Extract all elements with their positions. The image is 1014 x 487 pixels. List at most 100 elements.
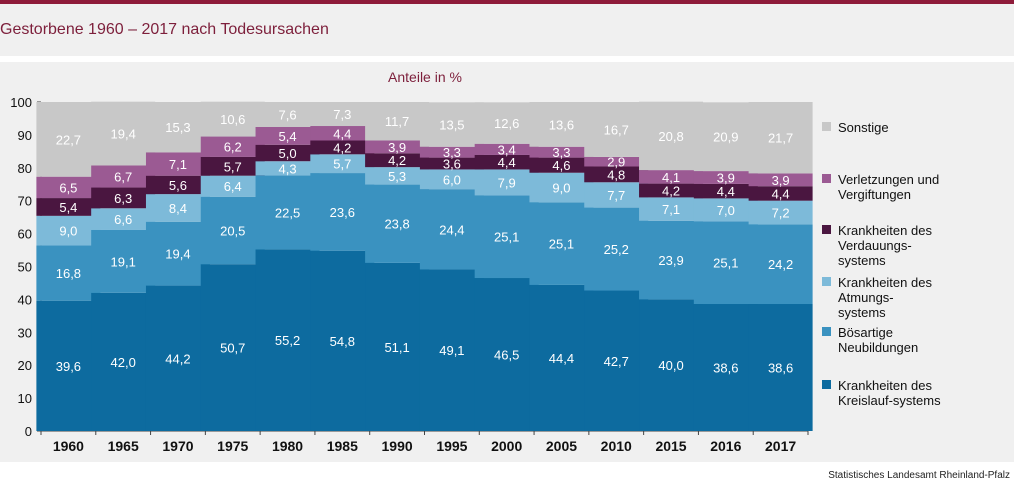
top-accent-line [0,0,1014,4]
separator [0,56,1014,62]
x-tick-label: 2016 [710,438,741,454]
bar-segment [200,136,265,157]
data-label: 3,4 [498,142,516,157]
data-label: 38,6 [713,361,738,376]
bar-segment [255,249,320,431]
data-label: 6,3 [114,191,132,206]
data-label: 24,2 [768,257,793,272]
legend-label: Atmungs- [838,290,894,305]
bar-segment [693,304,758,431]
bar-segment [419,146,484,158]
data-label: 22,5 [275,205,300,220]
bar-segment [365,262,430,431]
bar-segment [639,101,704,171]
legend-label: Verletzungen und [838,172,939,187]
data-label: 3,3 [443,145,461,160]
data-label: 2,9 [607,155,625,170]
bar-segment [91,292,156,431]
bar-segment [91,229,156,293]
data-label: 3,3 [552,145,570,160]
data-label: 19,4 [165,247,190,262]
bar-segment [748,200,813,225]
bar-segment [365,153,430,168]
y-tick-label: 0 [25,424,32,439]
x-tick-label: 1970 [162,438,193,454]
data-label: 4,6 [552,158,570,173]
data-label: 4,3 [278,161,296,176]
legend-swatch [822,380,831,389]
data-label: 21,7 [768,131,793,146]
data-label: 3,9 [388,140,406,155]
legend-label: Krankheiten des [838,378,932,393]
data-label: 10,6 [220,112,245,127]
bar-segment [693,198,758,222]
bar-segment [529,157,594,173]
bar-segment [200,175,265,197]
bar-segment [529,146,594,158]
x-tick-label: 1960 [53,438,84,454]
data-label: 19,1 [111,254,136,269]
data-label: 4,8 [607,167,625,182]
data-label: 15,3 [165,120,190,135]
data-label: 3,9 [717,171,735,186]
data-label: 7,0 [717,203,735,218]
data-label: 25,1 [549,237,574,252]
bar-segment [91,165,156,188]
bar-segment [748,102,813,174]
bar-segment [255,144,320,162]
x-tick-label: 1985 [327,438,358,454]
bar-segment [36,198,101,216]
bar-segment [255,175,320,250]
bar-segment [748,304,813,431]
bar-segment [200,196,265,265]
y-tick-label: 30 [18,325,32,340]
data-label: 11,7 [385,114,409,129]
bar-segment [639,299,704,431]
bar-segment [200,156,265,176]
bar-segment [693,102,758,172]
data-label: 4,4 [498,155,516,170]
data-label: 40,0 [658,358,683,373]
data-label: 44,2 [165,351,190,366]
data-label: 20,8 [658,129,683,144]
y-tick-label: 40 [18,292,32,307]
y-tick-label: 10 [18,391,32,406]
data-label: 23,9 [658,253,683,268]
data-label: 13,5 [439,118,464,133]
data-label: 51,1 [384,340,409,355]
data-label: 7,6 [278,108,296,123]
bar-segment [474,154,539,170]
bar-segment [310,173,375,251]
x-tick-label: 1965 [108,438,139,454]
bar-segment [365,140,430,154]
x-tick-label: 2005 [546,438,577,454]
data-label: 25,2 [604,242,629,257]
data-label: 7,9 [498,175,516,190]
bar-segment [310,102,375,127]
bar-segment [584,166,649,183]
data-label: 3,9 [772,173,790,188]
data-label: 7,3 [333,107,351,122]
bar-segment [365,102,430,141]
data-label: 22,7 [56,132,81,147]
data-label: 24,4 [439,222,464,237]
data-label: 46,5 [494,348,519,363]
data-label: 4,2 [388,153,406,168]
data-label: 7,7 [607,188,625,203]
legend-label: Verdauungs- [838,238,912,253]
bar-segment [145,152,210,176]
data-label: 4,2 [333,140,351,155]
bar-segment [419,102,484,147]
data-label: 5,0 [278,146,296,161]
legend-label: Vergiftungen [838,187,911,202]
bar-segment [584,290,649,431]
data-label: 54,8 [330,334,355,349]
data-label: 4,2 [662,184,680,199]
bar-segment [419,157,484,170]
bar-segment [474,102,539,144]
data-label: 5,4 [59,200,77,215]
legend-swatch [822,122,831,131]
bar-segment [529,284,594,431]
bar-segment [693,171,758,184]
x-tick-label: 2010 [601,438,632,454]
